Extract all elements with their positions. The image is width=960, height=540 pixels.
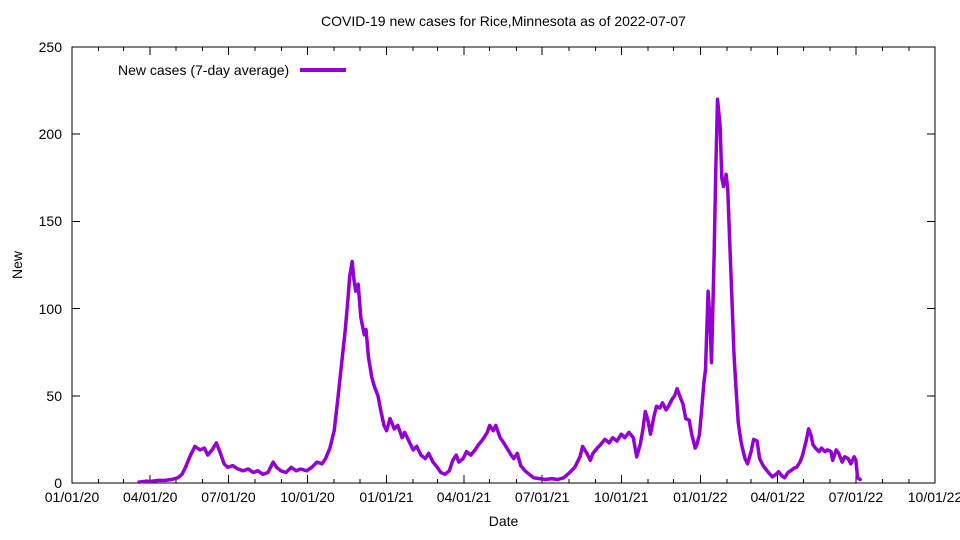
y-tick-label: 100: [38, 300, 62, 317]
x-tick-label: 04/01/20: [122, 489, 178, 505]
legend: New cases (7-day average): [118, 62, 348, 78]
y-tick-label: 0: [54, 475, 62, 491]
y-tick-label: 150: [38, 213, 62, 230]
x-tick-label: 07/01/22: [828, 489, 884, 505]
x-tick-label: 01/01/20: [44, 489, 100, 505]
x-tick-label: 10/01/20: [280, 489, 335, 505]
legend-label: New cases (7-day average): [118, 62, 290, 78]
y-tick-label: 250: [38, 39, 62, 55]
y-axis-label: New: [9, 250, 25, 280]
x-tick-label: 04/01/22: [750, 489, 805, 505]
x-tick-label: 07/01/20: [201, 489, 256, 505]
x-tick-label: 01/01/22: [673, 489, 728, 505]
legend-line-sample: [300, 68, 347, 72]
y-tick-label: 50: [46, 387, 62, 404]
x-tick-label: 01/01/21: [359, 489, 414, 505]
x-tick-label: 07/01/21: [514, 489, 570, 505]
x-axis-label: Date: [488, 513, 519, 529]
y-tick-label: 200: [38, 126, 62, 143]
chart-title: COVID-19 new cases for Rice,Minnesota as…: [321, 13, 686, 29]
x-tick-label: 04/01/21: [436, 489, 492, 505]
x-tick-label: 10/01/22: [907, 489, 960, 505]
x-tick-label: 10/01/21: [594, 489, 649, 505]
